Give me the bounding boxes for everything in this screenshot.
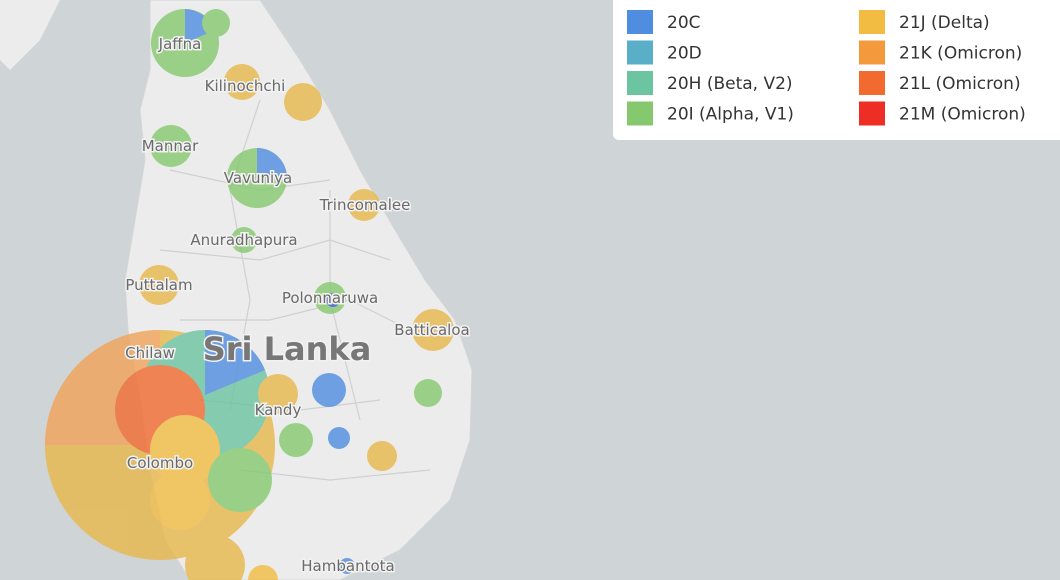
legend-label: 21M (Omicron) bbox=[899, 105, 1026, 125]
place-label: Kilinochchi bbox=[205, 77, 286, 95]
pie-marker bbox=[279, 423, 313, 457]
pie-marker bbox=[312, 373, 346, 407]
place-label: Chilaw bbox=[125, 344, 175, 362]
place-label: Polonnaruwa bbox=[282, 289, 378, 307]
place-label: Hambantota bbox=[301, 557, 394, 575]
pie-wedge bbox=[185, 9, 215, 43]
country-label: Sri Lanka bbox=[203, 330, 372, 368]
legend-label: 20D bbox=[667, 44, 702, 64]
legend-swatches: 20C 20D 20H (Beta, V2) 20I (Alpha, V1) 21J (… bbox=[627, 10, 1026, 126]
pie-marker bbox=[348, 189, 380, 221]
pie-marker bbox=[150, 415, 220, 485]
legend: 20C 20D 20H (Beta, V2) 20I (Alpha, V1) 21J (… bbox=[613, 0, 1060, 140]
pie-marker bbox=[224, 64, 260, 100]
pie-markers bbox=[45, 9, 454, 580]
land-northwest bbox=[0, 0, 60, 70]
place-label: Jaffna bbox=[158, 35, 202, 53]
legend-label: 20H (Beta, V2) bbox=[667, 74, 793, 94]
legend-label: 20I (Alpha, V1) bbox=[667, 105, 794, 125]
place-label: Mannar bbox=[142, 137, 199, 155]
pie-wedge bbox=[257, 148, 287, 178]
pie-marker bbox=[139, 265, 179, 305]
legend-swatch bbox=[627, 40, 653, 65]
legend-swatch bbox=[859, 101, 885, 126]
pie-marker bbox=[412, 309, 454, 351]
legend-swatch bbox=[627, 101, 653, 126]
pie-marker bbox=[414, 379, 442, 407]
legend-label: 21K (Omicron) bbox=[899, 44, 1022, 64]
legend-label: 21L (Omicron) bbox=[899, 74, 1021, 94]
pie-marker bbox=[284, 83, 322, 121]
place-label: Trincomalee bbox=[319, 196, 411, 214]
place-label: Puttalam bbox=[125, 276, 192, 294]
legend-swatch bbox=[859, 10, 885, 34]
pie-wedge bbox=[205, 330, 265, 395]
pie-marker bbox=[185, 535, 245, 580]
pie-marker bbox=[328, 427, 350, 449]
legend-swatch bbox=[627, 10, 653, 34]
legend-swatch bbox=[859, 40, 885, 65]
pie-marker bbox=[248, 565, 278, 580]
legend-label: 20C bbox=[667, 13, 701, 33]
pie-marker bbox=[150, 470, 210, 530]
place-label: Kandy bbox=[255, 401, 302, 419]
pie-marker bbox=[339, 558, 355, 574]
pie-marker bbox=[367, 441, 397, 471]
pie-marker bbox=[150, 125, 192, 167]
legend-swatch bbox=[859, 71, 885, 95]
pie-marker bbox=[208, 448, 272, 512]
legend-label: 21J (Delta) bbox=[899, 13, 990, 33]
place-label: Batticaloa bbox=[394, 321, 469, 339]
pie-marker bbox=[202, 9, 230, 37]
pie-marker bbox=[326, 293, 340, 307]
pie-marker bbox=[258, 374, 298, 414]
place-label: Anuradhapura bbox=[190, 231, 297, 249]
legend-swatch bbox=[627, 71, 653, 95]
place-label: Vavuniya bbox=[224, 169, 292, 187]
pie-marker bbox=[231, 227, 257, 253]
place-label: Colombo bbox=[127, 454, 193, 472]
